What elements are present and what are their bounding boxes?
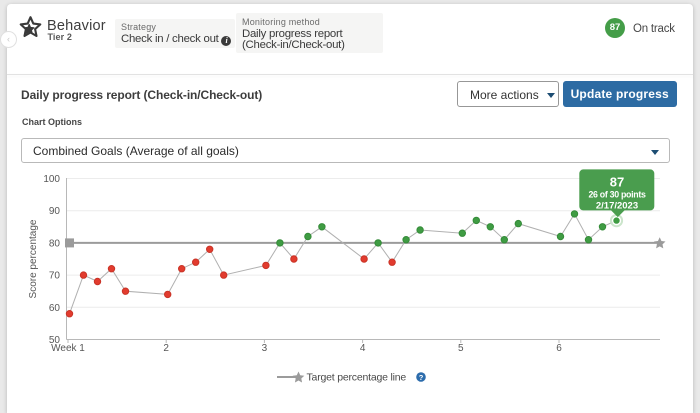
svg-text:Target percentage line: Target percentage line [307, 372, 407, 384]
svg-text:70: 70 [49, 271, 61, 282]
svg-text:Score percentage: Score percentage [28, 219, 39, 298]
svg-text:3: 3 [262, 343, 268, 354]
svg-text:87: 87 [610, 175, 624, 190]
svg-text:2/17/2023: 2/17/2023 [596, 201, 638, 212]
svg-text:50: 50 [49, 335, 61, 346]
svg-text:?: ? [419, 373, 424, 382]
svg-text:26 of 30 points: 26 of 30 points [588, 190, 645, 200]
svg-text:4: 4 [360, 343, 366, 354]
svg-text:Week 1: Week 1 [51, 343, 85, 354]
svg-text:80: 80 [49, 238, 61, 249]
svg-text:90: 90 [49, 206, 61, 217]
svg-text:100: 100 [43, 174, 60, 185]
svg-text:6: 6 [556, 343, 562, 354]
svg-text:5: 5 [458, 343, 464, 354]
svg-text:2: 2 [163, 343, 169, 354]
svg-text:60: 60 [49, 303, 61, 314]
